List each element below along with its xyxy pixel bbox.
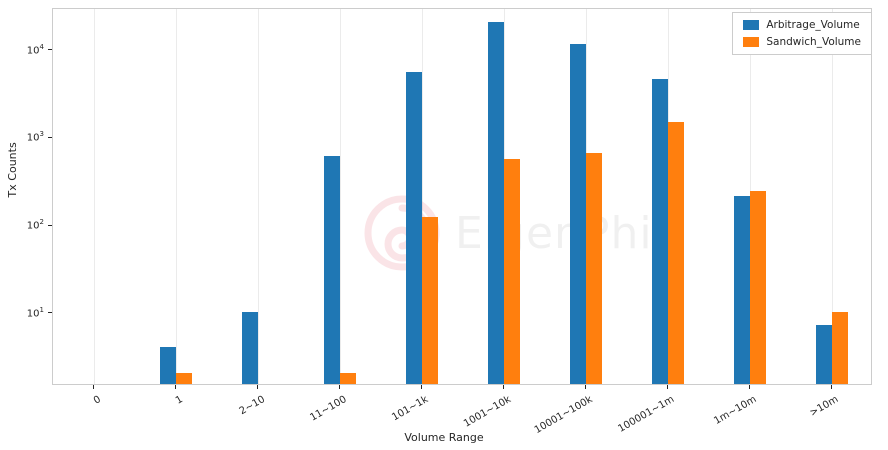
bar-arbitrage_volume-11~100 [324,155,340,384]
x-tick-mark [175,385,176,389]
y-tick-mark [48,49,52,51]
legend-swatch [743,37,760,47]
bar-arbitrage_volume-2~10 [242,311,258,384]
bar-arbitrage_volume-100001~1m [652,79,668,384]
x-tick-mark [257,385,258,389]
bar-arbitrage_volume-1001~10k [488,22,504,384]
x-tick-label: 0 [91,394,103,407]
y-tick-mark [48,136,52,138]
x-tick-mark [339,385,340,389]
x-tick-mark [93,385,94,389]
gridline [339,9,341,384]
y-tick-label: 103 [26,130,44,144]
x-tick-label: 10001~100k [532,394,595,437]
bar-arbitrage_volume-1m~10m [734,195,750,384]
legend: Arbitrage_Volume Sandwich_Volume [732,12,872,55]
x-tick-mark [831,385,832,389]
bar-sandwich_volume-100001~1m [668,122,684,384]
plot-area: EigenPhi [52,8,872,385]
legend-swatch [743,20,760,30]
bar-sandwich_volume-1m~10m [750,190,766,384]
bar-arbitrage_volume-10001~100k [570,43,586,384]
bar-sandwich_volume-101~1k [422,217,438,384]
watermark-text: EigenPhi [455,207,653,259]
x-tick-label: 1001~10k [461,394,513,430]
x-tick-label: 11~100 [308,394,349,424]
gridline [175,9,177,384]
x-tick-label: >10m [808,394,841,419]
legend-label: Sandwich_Volume [766,36,861,48]
legend-item-sandwich_volume: Sandwich_Volume [743,36,861,48]
bar-sandwich_volume-10001~100k [586,152,602,384]
legend-item-arbitrage_volume: Arbitrage_Volume [743,19,861,31]
bar-arbitrage_volume-101~1k [406,71,422,384]
x-tick-label: 1m~10m [712,394,759,428]
legend-label: Arbitrage_Volume [766,19,860,31]
y-axis-label: Tx Counts [6,142,19,198]
gridline [831,9,833,384]
gridline [93,9,95,384]
y-tick-label: 104 [26,42,44,57]
x-tick-mark [749,385,750,389]
x-tick-mark [421,385,422,389]
x-tick-mark [585,385,586,389]
x-axis-label: Volume Range [404,431,484,444]
y-tick-mark [48,312,52,314]
x-tick-label: 1 [173,394,185,407]
y-tick-label: 102 [26,218,44,232]
x-tick-label: 100001~1m [616,394,677,435]
bar-sandwich_volume-1001~10k [504,158,520,384]
bar-arbitrage_volume->10m [816,325,832,384]
bar-sandwich_volume-11~100 [340,373,356,384]
gridline [421,9,423,384]
y-tick-mark [48,224,52,226]
bar-sandwich_volume-1 [176,373,192,384]
x-tick-label: 101~1k [390,394,431,424]
x-tick-mark [503,385,504,389]
bar-arbitrage_volume-1 [160,346,176,384]
x-tick-label: 2~10 [237,394,267,418]
bar-sandwich_volume->10m [832,311,848,384]
x-tick-mark [667,385,668,389]
gridline [257,9,259,384]
y-tick-label: 101 [26,305,44,320]
